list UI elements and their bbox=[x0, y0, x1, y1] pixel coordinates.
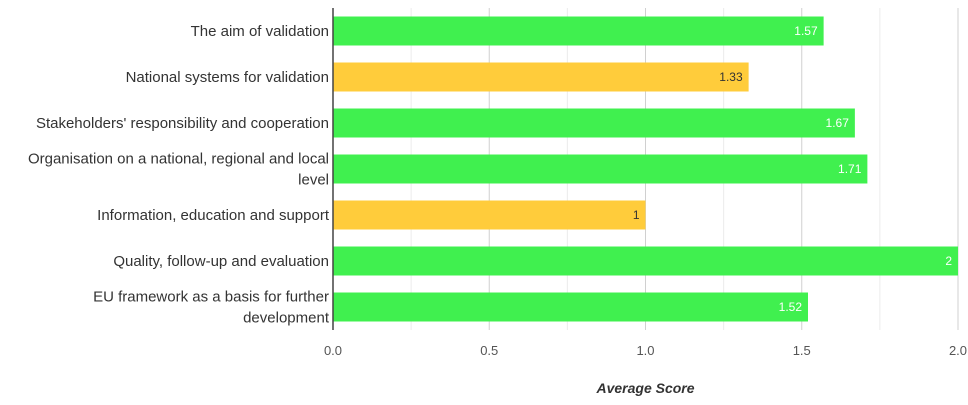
bars bbox=[333, 16, 958, 322]
bar-value-label: 1.67 bbox=[826, 116, 850, 130]
category-label: National systems for validation bbox=[126, 69, 329, 86]
category-label: The aim of validation bbox=[191, 23, 329, 40]
bar bbox=[333, 62, 749, 92]
bar bbox=[333, 292, 808, 322]
category-label: Information, education and support bbox=[97, 207, 330, 224]
bar bbox=[333, 16, 824, 46]
category-labels: The aim of validation National systems fo… bbox=[28, 23, 330, 327]
x-axis-title: Average Score bbox=[595, 380, 694, 396]
bar-value-label: 1.52 bbox=[779, 300, 803, 314]
x-tick-label: 1.0 bbox=[636, 343, 654, 358]
x-tick-labels: 0.0 0.5 1.0 1.5 2.0 bbox=[324, 343, 967, 358]
x-tick-label: 1.5 bbox=[793, 343, 811, 358]
bar-value-label: 1 bbox=[633, 208, 640, 222]
category-label: Quality, follow-up and evaluation bbox=[113, 253, 329, 270]
bar-value-label: 1.71 bbox=[838, 162, 862, 176]
bar-value-label: 1.57 bbox=[794, 24, 818, 38]
category-label: EU framework as a basis for further devel… bbox=[93, 289, 330, 327]
bar-value-label: 1.33 bbox=[719, 70, 743, 84]
x-tick-label: 0.0 bbox=[324, 343, 342, 358]
x-tick-label: 0.5 bbox=[480, 343, 498, 358]
x-tick-label: 2.0 bbox=[949, 343, 967, 358]
category-label: Stakeholders' responsibility and coopera… bbox=[36, 115, 329, 132]
bar bbox=[333, 200, 646, 230]
bar bbox=[333, 246, 958, 276]
bar bbox=[333, 154, 868, 184]
category-label: Organisation on a national, regional and… bbox=[28, 151, 329, 189]
bar-value-label: 2 bbox=[945, 254, 952, 268]
value-labels: 1.57 1.33 1.67 1.71 1 2 1.52 bbox=[633, 24, 953, 314]
bar bbox=[333, 108, 855, 138]
